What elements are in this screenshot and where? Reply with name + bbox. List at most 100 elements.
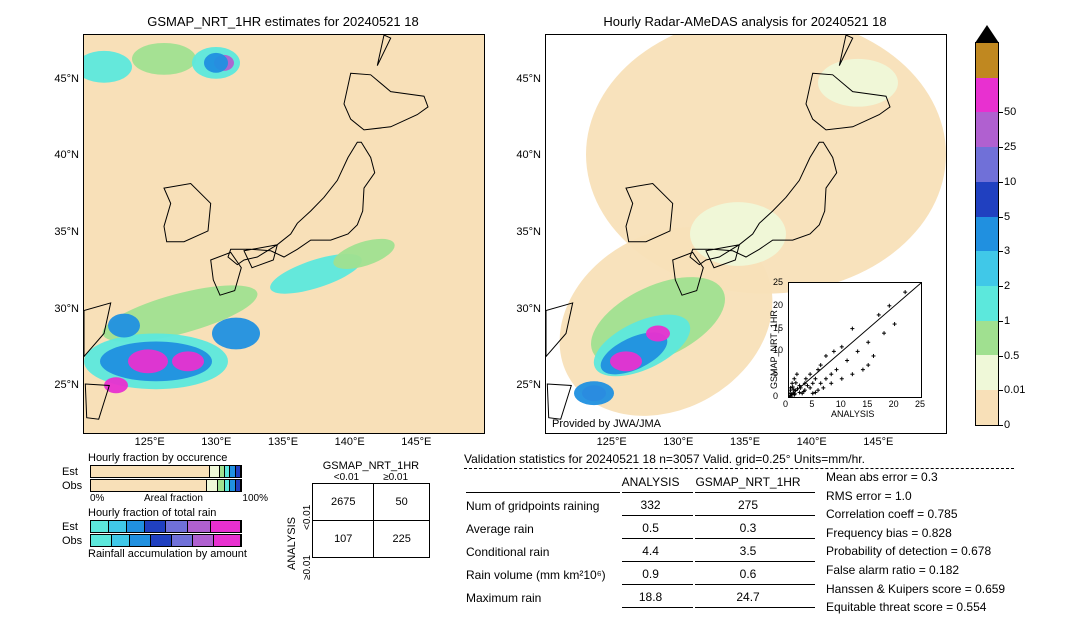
sb-segment: [188, 521, 212, 532]
inset-scatter: 00551010151520202525ANALYSISGSMAP_NRT_1H…: [788, 282, 922, 398]
validation-metric: RMS error = 1.0: [826, 487, 1005, 506]
colorbar-label: 50: [1004, 106, 1016, 118]
colorbar-tick: [998, 217, 1003, 218]
y-tick: 25°N: [45, 379, 79, 391]
ct-title: GSMAP_NRT_1HR: [312, 460, 430, 472]
validation-row: Num of gridpoints raining 332 275: [466, 495, 815, 516]
validation-row: Average rain 0.5 0.3: [466, 518, 815, 539]
colorbar-tick: [998, 321, 1003, 322]
validation-metric: False alarm ratio = 0.182: [826, 561, 1005, 580]
val-row-v1: 4.4: [622, 541, 694, 562]
validation-title: Validation statistics for 20240521 18 n=…: [464, 452, 1014, 469]
sb-segment: [172, 535, 193, 546]
ct-cell-00: 2675: [313, 484, 374, 521]
colorbar-label: 3: [1004, 245, 1010, 257]
x-tick: 140°E: [794, 436, 830, 448]
colorbar-segment: [976, 147, 998, 182]
sb-row-label: Obs: [62, 535, 90, 547]
right-map-title: Hourly Radar-AMeDAS analysis for 2024052…: [545, 14, 945, 29]
colorbar-segment: [976, 217, 998, 252]
ct-cell-01: 50: [374, 484, 429, 521]
ct-row1-label: <0.01: [302, 505, 313, 530]
colorbar-label: 0.5: [1004, 350, 1019, 362]
x-tick: 145°E: [398, 436, 434, 448]
y-tick: 30°N: [507, 303, 541, 315]
y-tick: 45°N: [507, 73, 541, 85]
validation-metric: Probability of detection = 0.678: [826, 542, 1005, 561]
colorbar: 00.010.51235102550: [975, 42, 999, 426]
sb-segment: [91, 480, 207, 491]
val-col2: GSMAP_NRT_1HR: [695, 472, 814, 493]
inset-xlabel: ANALYSIS: [831, 409, 874, 419]
colorbar-tick: [998, 286, 1003, 287]
colorbar-tick: [998, 425, 1003, 426]
sb-segment: [145, 521, 166, 532]
sb-segment: [207, 480, 218, 491]
colorbar-label: 1: [1004, 315, 1010, 327]
inset-ytick: 20: [773, 300, 783, 310]
val-row-label: Conditional rain: [466, 541, 620, 562]
inset-ylabel: GSMAP_NRT_1HR: [769, 310, 779, 389]
left-map-title: GSMAP_NRT_1HR estimates for 20240521 18: [83, 14, 483, 29]
sb-segment: [193, 535, 214, 546]
colorbar-segment: [976, 321, 998, 356]
val-row-v2: 24.7: [695, 587, 814, 608]
validation-metric: Mean abs error = 0.3: [826, 468, 1005, 487]
x-tick: 145°E: [860, 436, 896, 448]
val-row-label: Maximum rain: [466, 587, 620, 608]
ct-row2-label: ≥0.01: [302, 555, 313, 580]
inset-xtick: 20: [889, 399, 899, 409]
val-row-v2: 0.3: [695, 518, 814, 539]
provided-by-label: Provided by JWA/JMA: [552, 418, 661, 430]
sb-segment: [127, 521, 145, 532]
sb-axis-100: 100%: [242, 493, 268, 504]
sb-segment: [236, 480, 241, 491]
colorbar-tick: [998, 182, 1003, 183]
sb-segment: [151, 535, 172, 546]
y-tick: 35°N: [507, 226, 541, 238]
val-row-v1: 332: [622, 495, 694, 516]
inset-xtick: 15: [862, 399, 872, 409]
inset-xtick: 10: [836, 399, 846, 409]
colorbar-label: 5: [1004, 211, 1010, 223]
y-tick: 40°N: [45, 149, 79, 161]
val-row-v2: 275: [695, 495, 814, 516]
colorbar-tick: [998, 390, 1003, 391]
val-row-v1: 0.9: [622, 564, 694, 585]
inset-xtick: 25: [915, 399, 925, 409]
ct-col2-label: ≥0.01: [383, 472, 408, 483]
sb-row-label: Est: [62, 466, 90, 478]
stacked-bar: [90, 465, 242, 478]
x-tick: 125°E: [132, 436, 168, 448]
x-tick: 135°E: [265, 436, 301, 448]
colorbar-segment: [976, 286, 998, 321]
ct-cell-11: 225: [374, 521, 429, 558]
inset-xtick: 0: [783, 399, 788, 409]
y-tick: 25°N: [507, 379, 541, 391]
inset-xtick: 5: [809, 399, 814, 409]
ct-ylabel: ANALYSIS: [286, 517, 298, 570]
sb-segment: [130, 535, 151, 546]
stacked-bar: [90, 534, 242, 547]
colorbar-label: 2: [1004, 280, 1010, 292]
colorbar-segment: [976, 355, 998, 390]
val-row-label: Rain volume (mm km²10⁶): [466, 564, 620, 585]
y-tick: 30°N: [45, 303, 79, 315]
y-tick: 35°N: [45, 226, 79, 238]
validation-left-table: ANALYSIS GSMAP_NRT_1HR Num of gridpoints…: [464, 470, 817, 610]
sb-axis-mid: Areal fraction: [144, 493, 203, 504]
val-row-v1: 0.5: [622, 518, 694, 539]
validation-metric: Hanssen & Kuipers score = 0.659: [826, 580, 1005, 599]
validation-row: Conditional rain 4.4 3.5: [466, 541, 815, 562]
validation-metric: Equitable threat score = 0.554: [826, 598, 1005, 617]
colorbar-tick: [998, 147, 1003, 148]
x-tick: 125°E: [594, 436, 630, 448]
sb-segment: [211, 521, 241, 532]
sb-segment: [91, 535, 112, 546]
inset-ytick: 0: [773, 391, 778, 401]
x-tick: 135°E: [727, 436, 763, 448]
x-tick: 130°E: [660, 436, 696, 448]
colorbar-segment: [976, 182, 998, 217]
sb-segment: [109, 521, 127, 532]
colorbar-label: 25: [1004, 141, 1016, 153]
